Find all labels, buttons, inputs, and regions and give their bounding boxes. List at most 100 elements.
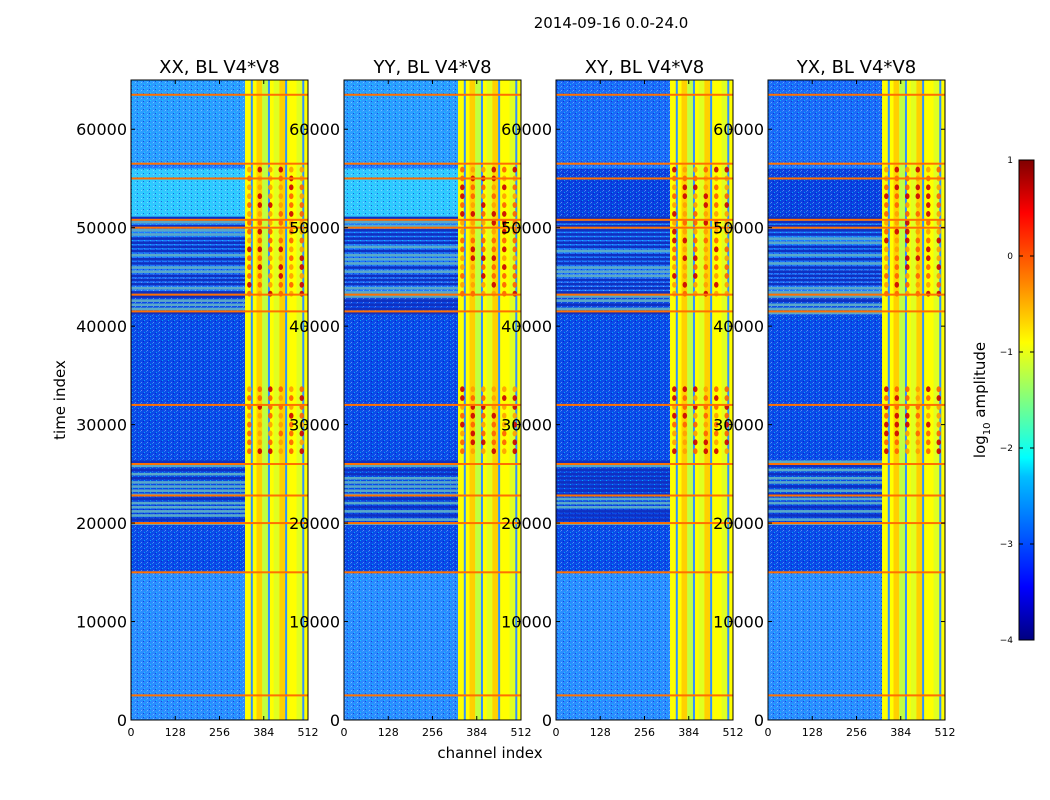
rfi-blotch <box>936 448 941 455</box>
rfi-blotch <box>693 166 698 173</box>
flag-line <box>131 310 308 313</box>
y-tick-label: 50000 <box>289 219 340 238</box>
flag-stripe <box>344 485 521 488</box>
rfi-blotch <box>714 448 719 455</box>
rfi-blotch <box>299 439 304 446</box>
rfi-blotch <box>894 255 900 262</box>
rfi-blotch <box>703 237 709 244</box>
rfi-blotch <box>905 237 910 244</box>
rfi-blotch <box>481 386 486 393</box>
flag-stripe <box>768 489 945 492</box>
rfi-blotch <box>884 395 889 401</box>
rfi-blotch <box>724 255 729 262</box>
rfi-blotch <box>289 448 294 455</box>
rfi-blotch <box>693 412 698 419</box>
x-tick-label: 0 <box>341 726 348 739</box>
flag-stripe <box>768 291 945 294</box>
rfi-blotch <box>470 272 476 279</box>
rfi-blotch <box>257 264 263 271</box>
channel-column <box>910 80 917 720</box>
y-tick-label: 40000 <box>713 317 764 336</box>
flag-line <box>344 293 521 296</box>
flag-stripe <box>556 270 733 273</box>
rfi-blotch <box>247 166 252 173</box>
y-tick-label: 0 <box>542 711 552 730</box>
flag-line <box>344 177 521 180</box>
flag-line <box>768 403 945 406</box>
flag-stripe <box>556 253 733 257</box>
channel-column <box>463 80 466 720</box>
rfi-blotch <box>693 184 698 191</box>
rfi-blotch <box>491 264 497 271</box>
rfi-blotch <box>693 202 698 208</box>
rfi-blotch <box>460 228 465 235</box>
flag-line <box>131 463 308 465</box>
flag-stripe <box>768 266 945 269</box>
rfi-blotch <box>703 395 709 401</box>
y-tick-label: 0 <box>754 711 764 730</box>
channel-column <box>933 80 940 720</box>
flag-stripe <box>131 270 308 273</box>
rfi-blotch <box>905 448 910 455</box>
flag-line <box>131 403 308 406</box>
flag-stripe <box>344 282 521 286</box>
rfi-blotch <box>491 255 497 262</box>
flag-stripe <box>344 253 521 257</box>
flag-stripe <box>131 249 308 253</box>
flag-stripe <box>556 464 733 468</box>
rfi-blotch <box>714 264 719 271</box>
flag-stripe <box>131 476 308 480</box>
rfi-blotch <box>703 193 709 200</box>
rfi-blotch <box>481 246 486 253</box>
rfi-blotch <box>884 202 889 208</box>
rfi-blotch <box>724 448 729 455</box>
rfi-blotch <box>714 228 719 235</box>
rfi-blotch <box>682 281 688 288</box>
flag-stripe <box>131 216 308 220</box>
flag-stripe <box>131 472 308 476</box>
channel-column <box>710 80 713 720</box>
figure-suptitle: 2014-09-16 0.0-24.0 <box>534 14 689 32</box>
rfi-blotch <box>672 272 677 279</box>
x-tick-label: 256 <box>846 726 867 739</box>
rfi-blotch <box>915 281 921 288</box>
rfi-blotch <box>470 237 476 244</box>
flag-line <box>344 218 521 221</box>
flag-stripe <box>344 286 521 290</box>
x-tick-label: 256 <box>634 726 655 739</box>
rfi-blotch <box>460 202 465 208</box>
y-tick-label: 40000 <box>76 317 127 336</box>
panel-heatmap <box>556 80 733 720</box>
rfi-blotch <box>278 272 284 279</box>
flag-stripe <box>768 258 945 261</box>
rfi-blotch <box>724 272 729 279</box>
flag-line <box>131 177 308 180</box>
rfi-blotch <box>491 430 497 437</box>
rfi-blotch <box>247 448 252 455</box>
rfi-blotch <box>714 237 719 244</box>
rfi-blotch <box>936 255 941 262</box>
rfi-blotch <box>926 421 931 428</box>
rfi-blotch <box>470 439 476 446</box>
rfi-blotch <box>936 166 941 173</box>
rfi-blotch <box>289 193 294 200</box>
colorbar-tick-label: −2 <box>1000 444 1013 454</box>
channel-column <box>475 80 481 720</box>
flag-line <box>556 177 733 180</box>
flag-stripe <box>344 476 521 480</box>
rfi-blotch <box>289 395 294 401</box>
rfi-blotch <box>247 395 252 401</box>
rfi-blotch <box>682 246 688 253</box>
rfi-blotch <box>257 448 263 455</box>
flag-line <box>768 310 945 313</box>
x-tick-label: 256 <box>422 726 443 739</box>
rfi-blotch <box>460 264 465 271</box>
channel-column <box>887 80 890 720</box>
rfi-blotch <box>693 281 698 288</box>
rfi-blotch <box>257 228 263 235</box>
flag-stripe <box>344 464 521 468</box>
rfi-blotch <box>936 386 941 393</box>
rfi-blotch <box>512 395 517 401</box>
rfi-blotch <box>724 237 729 244</box>
rfi-blotch <box>491 395 497 401</box>
